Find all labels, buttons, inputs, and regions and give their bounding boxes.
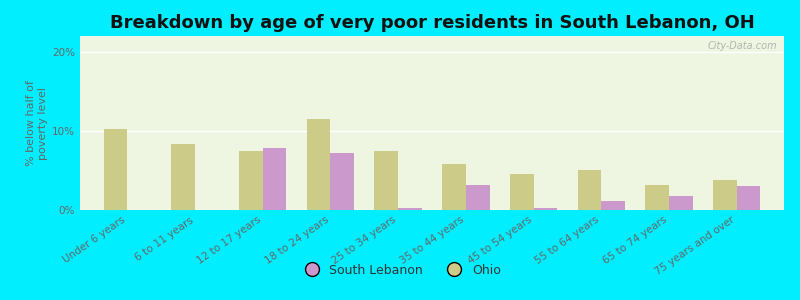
Bar [239, 151, 262, 210]
Bar [646, 185, 669, 210]
Y-axis label: % below half of
poverty level: % below half of poverty level [26, 80, 48, 166]
Bar [330, 153, 354, 210]
Bar [578, 170, 602, 210]
Bar [262, 148, 286, 210]
Bar [306, 119, 330, 210]
Title: Breakdown by age of very poor residents in South Lebanon, OH: Breakdown by age of very poor residents … [110, 14, 754, 32]
Bar [104, 129, 127, 210]
Bar [374, 151, 398, 210]
Bar [510, 174, 534, 210]
Bar [534, 208, 558, 210]
Bar [713, 180, 737, 210]
Bar [171, 144, 195, 210]
Bar [669, 196, 693, 210]
Bar [398, 208, 422, 210]
Legend: South Lebanon, Ohio: South Lebanon, Ohio [294, 259, 506, 282]
Bar [466, 185, 490, 210]
Bar [442, 164, 466, 210]
Bar [737, 186, 760, 210]
Text: City-Data.com: City-Data.com [707, 41, 777, 51]
Bar [602, 200, 625, 210]
